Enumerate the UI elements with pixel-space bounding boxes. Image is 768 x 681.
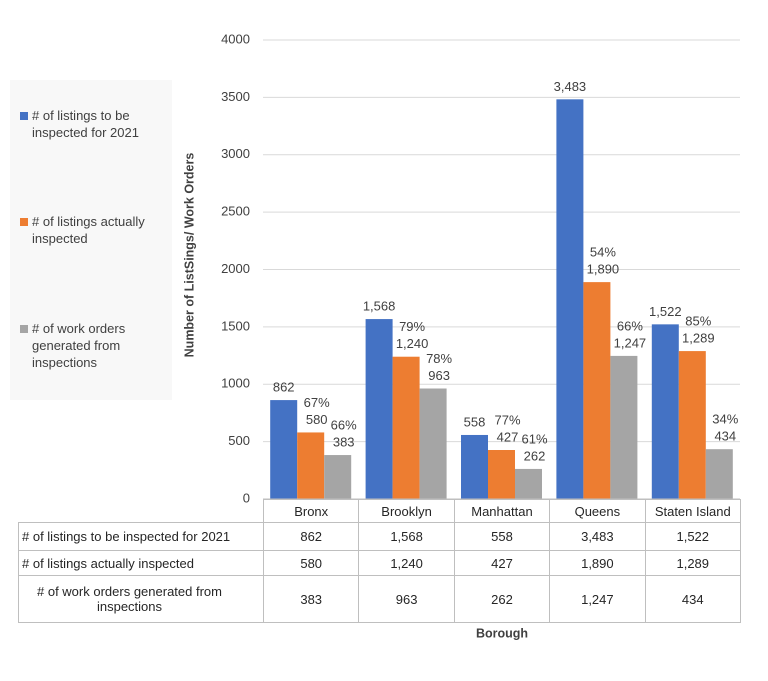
data-label: 1,890 xyxy=(587,262,620,277)
y-tick-label: 3500 xyxy=(221,89,250,104)
row-label-text: # of listings actually inspected xyxy=(22,555,194,571)
legend: # of listings to be inspected for 2021 # … xyxy=(10,80,172,400)
row-label-text: # of listings to be inspected for 2021 xyxy=(22,529,231,544)
data-label: 1,247 xyxy=(614,335,647,350)
data-label: 262 xyxy=(524,448,546,463)
table-cell: 558 xyxy=(453,522,551,551)
data-label: 383 xyxy=(333,434,355,449)
table-cell: 1,890 xyxy=(549,550,646,576)
legend-label: # of listings actually inspected xyxy=(32,214,145,246)
legend-swatch xyxy=(20,112,28,120)
table-cell: 262 xyxy=(453,575,551,623)
y-tick-label: 1500 xyxy=(221,318,250,333)
bar xyxy=(270,400,298,499)
bar xyxy=(392,356,420,499)
legend-label: # of listings to be inspected for 2021 xyxy=(32,108,139,140)
y-tick-label: 500 xyxy=(228,433,250,448)
table-row: # of listings to be inspected for 2021 86… xyxy=(18,522,741,551)
bar xyxy=(515,468,542,499)
legend-item: # of listings actually inspected xyxy=(20,213,170,247)
data-label: 1,568 xyxy=(363,299,396,314)
data-label: 558 xyxy=(464,414,486,429)
y-tick-label: 4000 xyxy=(221,31,250,46)
bar xyxy=(678,351,706,499)
x-tick-label: Queens xyxy=(549,499,646,523)
table-row: # of listings actually inspected 580 1,240… xyxy=(18,550,741,576)
y-tick-label: 3000 xyxy=(221,146,250,161)
table-cell: 963 xyxy=(358,575,455,623)
x-tick-label: Bronx xyxy=(262,499,360,523)
table-cell: 1,568 xyxy=(358,522,455,551)
x-axis-title: Borough xyxy=(476,626,528,640)
percent-label: 66% xyxy=(331,417,357,432)
y-axis-title: Number of ListSings/ Work Orders xyxy=(182,153,196,358)
table-corner xyxy=(18,499,264,523)
bar xyxy=(610,355,638,499)
table-cell: 580 xyxy=(262,550,360,576)
data-label: 434 xyxy=(714,429,736,444)
bar xyxy=(419,388,447,499)
percent-label: 66% xyxy=(617,318,643,333)
percent-label: 67% xyxy=(304,395,330,410)
bar xyxy=(705,449,733,499)
legend-item: # of work orders generated from inspecti… xyxy=(20,320,170,371)
table-cell: 434 xyxy=(644,575,741,623)
percent-label: 78% xyxy=(426,351,452,366)
legend-label: # of work orders generated from inspecti… xyxy=(32,321,126,370)
percent-label: 77% xyxy=(494,412,520,427)
data-label: 1,289 xyxy=(682,331,715,346)
data-label: 963 xyxy=(428,368,450,383)
bar xyxy=(556,99,584,500)
percent-label: 85% xyxy=(685,314,711,329)
y-tick-label: 1000 xyxy=(221,376,250,391)
table-row: # of work orders generated from inspecti… xyxy=(18,575,741,623)
bar xyxy=(297,432,325,499)
x-tick-label: Manhattan xyxy=(453,499,551,523)
bar xyxy=(365,319,393,499)
table-row-label: # of work orders generated from inspecti… xyxy=(18,575,264,623)
table-cell: 1,289 xyxy=(644,550,741,576)
legend-swatch xyxy=(20,218,28,226)
x-tick-label: Staten Island xyxy=(644,499,741,523)
data-label: 862 xyxy=(273,380,295,395)
table-header-row: Bronx Brooklyn Manhattan Queens Staten Islan… xyxy=(18,499,741,523)
data-table: Bronx Brooklyn Manhattan Queens Staten Islan… xyxy=(18,499,741,623)
table-row-label: # of listings actually inspected xyxy=(18,550,264,576)
data-label: 3,483 xyxy=(554,79,587,94)
y-tick-label: 0 xyxy=(243,490,250,505)
percent-label: 79% xyxy=(399,319,425,334)
y-tick-label: 2000 xyxy=(221,261,250,276)
bar xyxy=(488,450,515,499)
table-cell: 1,522 xyxy=(644,522,741,551)
data-label: 580 xyxy=(306,412,328,427)
data-label: 1,240 xyxy=(396,336,429,351)
bar xyxy=(324,455,352,499)
table-cell: 862 xyxy=(262,522,360,551)
table-cell: 1,240 xyxy=(358,550,455,576)
bar xyxy=(583,282,611,499)
table-cell: 427 xyxy=(453,550,551,576)
table-cell: 3,483 xyxy=(549,522,646,551)
data-label: 1,522 xyxy=(649,304,682,319)
row-label-text: # of work orders generated from inspecti… xyxy=(37,584,222,614)
legend-item: # of listings to be inspected for 2021 xyxy=(20,107,170,141)
percent-label: 54% xyxy=(590,245,616,260)
table-row-label: # of listings to be inspected for 2021 xyxy=(18,522,264,551)
percent-label: 34% xyxy=(712,412,738,427)
y-tick-label: 2500 xyxy=(221,204,250,219)
x-tick-label: Brooklyn xyxy=(358,499,455,523)
table-cell: 383 xyxy=(262,575,360,623)
table-cell: 1,247 xyxy=(549,575,646,623)
bar xyxy=(651,324,679,499)
legend-swatch xyxy=(20,325,28,333)
percent-label: 61% xyxy=(521,431,547,446)
bar xyxy=(461,434,488,499)
data-label: 427 xyxy=(497,429,519,444)
